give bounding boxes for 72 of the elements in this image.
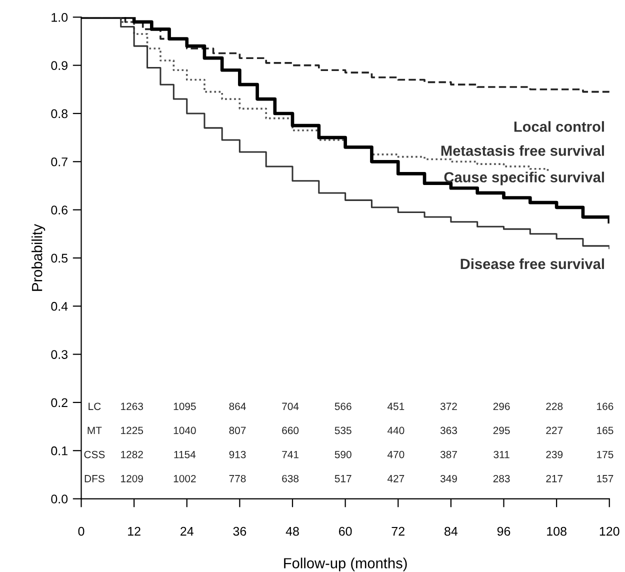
annotation: 704 bbox=[282, 402, 299, 410]
annotation: LC bbox=[88, 402, 101, 410]
y-tick-label: 0.8 bbox=[51, 109, 68, 118]
annotation: 1263 bbox=[121, 402, 143, 410]
annotation: 660 bbox=[282, 426, 299, 434]
annotation: 1225 bbox=[121, 426, 144, 434]
annotation: 175 bbox=[597, 450, 614, 458]
annotation: 295 bbox=[493, 426, 510, 434]
annotation: 864 bbox=[229, 402, 246, 410]
annotation: 778 bbox=[229, 474, 246, 482]
y-tick-label: 0.4 bbox=[51, 302, 68, 311]
y-axis-title: Probability bbox=[32, 224, 46, 291]
annotation: 157 bbox=[597, 475, 614, 482]
y-tick-label: 0.3 bbox=[51, 350, 68, 359]
annotation: 311 bbox=[494, 450, 510, 458]
y-tick-label: 0.0 bbox=[51, 494, 68, 504]
x-tick-label: 60 bbox=[338, 526, 352, 536]
annotation: 1209 bbox=[121, 474, 143, 482]
y-tick-label: 0.7 bbox=[51, 157, 68, 166]
series-label: Disease free survival bbox=[460, 258, 604, 270]
annotation: 283 bbox=[493, 474, 510, 482]
annotation: 165 bbox=[597, 426, 614, 434]
x-tick-label: 72 bbox=[392, 526, 404, 536]
annotation: 296 bbox=[493, 402, 510, 410]
annotation: 363 bbox=[440, 426, 457, 434]
series-label: Metastasis free survival bbox=[441, 145, 604, 156]
annotation: 517 bbox=[334, 475, 352, 482]
annotation: 372 bbox=[440, 402, 457, 410]
annotation: 217 bbox=[546, 474, 563, 482]
x-tick-label: 84 bbox=[444, 526, 458, 536]
annotation: MT bbox=[88, 426, 102, 434]
annotation: 535 bbox=[334, 426, 352, 434]
y-tick-label: 1.0 bbox=[52, 12, 68, 22]
annotation: 741 bbox=[282, 450, 298, 458]
annotation: 440 bbox=[387, 426, 404, 434]
annotation: 590 bbox=[334, 450, 352, 458]
annotation: 227 bbox=[546, 426, 563, 434]
annotation: 807 bbox=[229, 426, 246, 434]
y-tick-label: 0.2 bbox=[51, 398, 68, 408]
x-tick-label: 108 bbox=[547, 526, 566, 536]
y-tick-label: 0.6 bbox=[51, 206, 68, 214]
annotation: 1002 bbox=[174, 474, 196, 482]
x-tick-label: 120 bbox=[600, 526, 620, 536]
annotation: 349 bbox=[440, 474, 457, 482]
annotation: 228 bbox=[546, 402, 563, 410]
annotation: 239 bbox=[546, 450, 563, 458]
annotation: CSS bbox=[84, 450, 105, 458]
x-tick-label: 0 bbox=[78, 526, 84, 536]
x-axis-title: Follow-up (months) bbox=[284, 558, 407, 572]
y-tick-label: 0.1 bbox=[51, 446, 68, 456]
annotation: 1040 bbox=[174, 426, 196, 434]
x-tick-label: 96 bbox=[497, 526, 510, 536]
annotation: 451 bbox=[387, 402, 404, 410]
annotation: 427 bbox=[387, 474, 404, 482]
annotation: 638 bbox=[282, 474, 299, 482]
y-tick-label: 0.5 bbox=[51, 254, 68, 263]
annotation: 566 bbox=[334, 402, 352, 410]
annotation: 1282 bbox=[121, 450, 143, 458]
x-tick-label: 48 bbox=[286, 526, 299, 536]
series-label: Local control bbox=[514, 121, 604, 132]
x-tick-label: 36 bbox=[233, 526, 246, 536]
annotation: 470 bbox=[387, 450, 404, 458]
annotation: 1095 bbox=[174, 402, 196, 410]
y-tick-label: 0.9 bbox=[51, 61, 68, 70]
annotation: 913 bbox=[229, 450, 246, 458]
annotation: DFS bbox=[84, 474, 104, 482]
annotation: 166 bbox=[597, 402, 614, 410]
x-tick-label: 24 bbox=[180, 526, 194, 536]
x-tick-label: 12 bbox=[128, 526, 140, 536]
series-label: Cause specific survival bbox=[444, 172, 604, 186]
annotation: 1154 bbox=[174, 450, 196, 458]
annotation: 387 bbox=[440, 450, 457, 458]
